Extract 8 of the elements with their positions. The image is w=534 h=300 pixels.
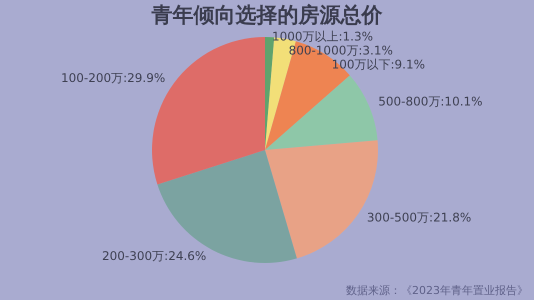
slice-label: 200-300万:24.6% xyxy=(102,249,206,264)
slice-label: 300-500万:21.8% xyxy=(366,210,472,225)
slice-label: 500-800万:10.1% xyxy=(378,94,483,109)
chart-title: 青年倾向选择的房源总价 xyxy=(150,3,384,27)
slice-label: 100-200万:29.9% xyxy=(60,70,166,85)
source-note: 数据来源：《2023年青年置业报告》 xyxy=(346,284,528,297)
slice-label: 800-1000万:3.1% xyxy=(288,43,393,58)
slice-label: 1000万以上:1.3% xyxy=(272,29,374,44)
